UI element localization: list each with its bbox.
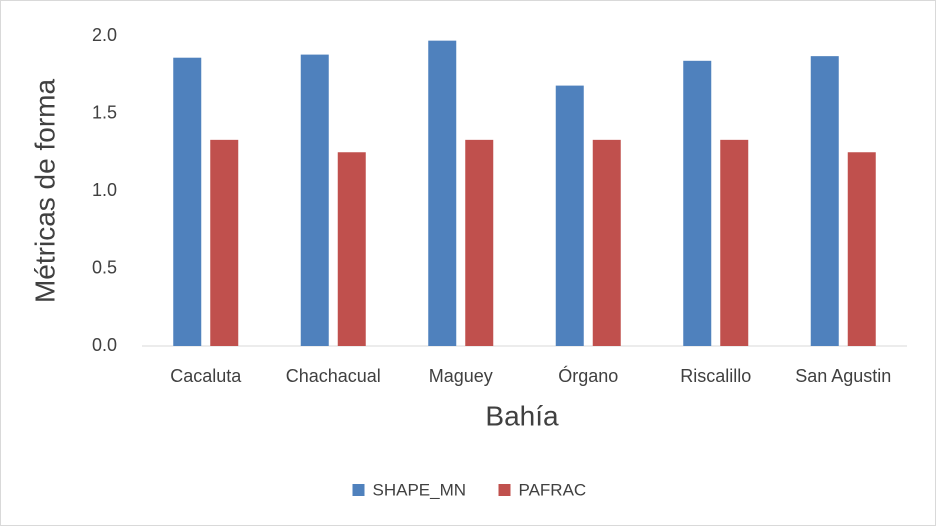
y-tick-label: 0.5: [92, 257, 117, 277]
legend-swatch: [498, 484, 511, 496]
y-tick-label: 0.0: [92, 335, 117, 355]
bar: [337, 152, 366, 346]
y-tick-label: 1.5: [92, 102, 117, 122]
x-tick-label: San Agustin: [795, 366, 891, 386]
y-axis-title: Métricas de forma: [29, 79, 60, 303]
x-axis-title: Bahía: [485, 400, 559, 431]
bar: [173, 57, 202, 346]
legend-swatch: [352, 484, 365, 496]
bar: [210, 139, 239, 346]
x-tick-label: Riscalillo: [680, 366, 751, 386]
legend-label: SHAPE_MN: [373, 480, 467, 499]
y-tick-label: 1.0: [92, 180, 117, 200]
bar: [720, 139, 749, 346]
bar: [847, 152, 876, 346]
bar: [592, 139, 621, 346]
bar: [810, 56, 839, 347]
bar: [683, 60, 712, 347]
x-tick-label: Cacaluta: [170, 366, 242, 386]
y-tick-label: 2.0: [92, 25, 117, 45]
bar: [300, 54, 329, 346]
legend-label: PAFRAC: [519, 480, 587, 499]
x-tick-label: Órgano: [558, 365, 618, 386]
bar: [428, 40, 457, 347]
x-tick-label: Maguey: [429, 366, 493, 386]
x-tick-label: Chachacual: [286, 366, 381, 386]
bar: [465, 139, 494, 346]
bar: [555, 85, 584, 346]
